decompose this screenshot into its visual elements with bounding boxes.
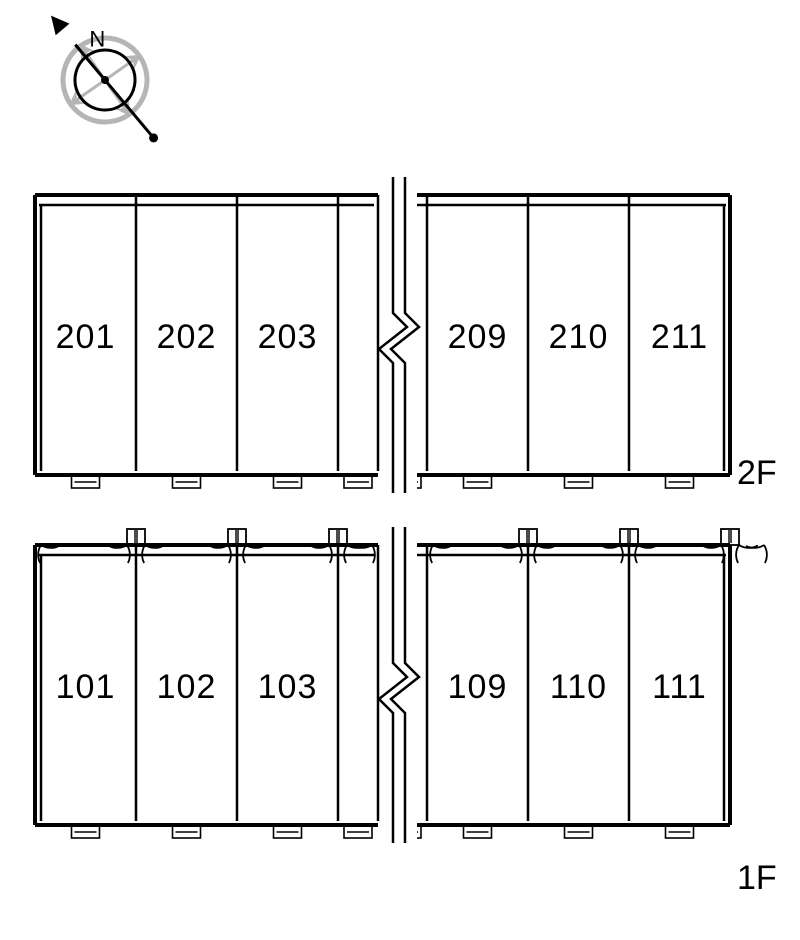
unit-label-209: 209 — [448, 318, 508, 356]
unit-label-210: 210 — [549, 318, 609, 356]
floorplan-diagram: N2012022032092102112F1011021031091101111… — [0, 0, 800, 940]
block-2F-right: 209 210 211 — [387, 195, 730, 488]
compass: N — [44, 16, 167, 143]
unit-label-109: 109 — [448, 668, 508, 706]
floor-label-1F: 1F — [737, 859, 777, 897]
unit-label-110: 110 — [550, 668, 607, 706]
floor-label-2F: 2F — [737, 454, 777, 492]
block-2F-left: 201 202 203 — [35, 195, 378, 488]
compass-n-label: N — [89, 27, 105, 52]
unit-label-211: 211 — [651, 318, 708, 356]
unit-label-201: 201 — [56, 318, 116, 356]
block-1F-right: 109 110 111 — [387, 529, 767, 838]
unit-label-203: 203 — [258, 318, 318, 356]
unit-label-101: 101 — [56, 668, 116, 706]
break-line-1F — [379, 525, 419, 845]
unit-label-111: 111 — [652, 668, 707, 706]
unit-label-103: 103 — [258, 668, 318, 706]
unit-label-102: 102 — [157, 668, 217, 706]
unit-label-202: 202 — [157, 318, 217, 356]
block-1F-left: 101 102 103 — [35, 529, 378, 838]
break-line-2F — [379, 175, 419, 495]
